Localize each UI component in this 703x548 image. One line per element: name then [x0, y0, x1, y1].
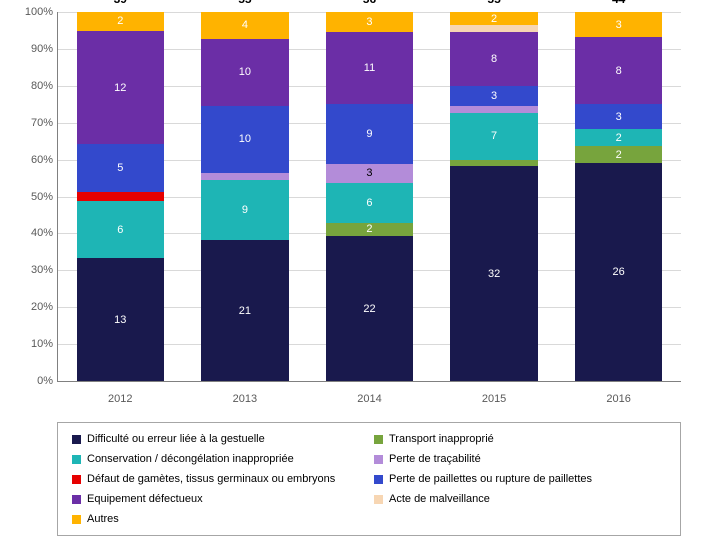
legend-swatch	[72, 455, 81, 464]
legend-swatch	[72, 495, 81, 504]
bar-segment	[77, 192, 164, 201]
stacked-bar-chart: 0%10%20%30%40%50%60%70%80%90%100%3921256…	[57, 12, 681, 382]
x-tick-label: 2012	[77, 393, 164, 405]
bar-segment: 9	[326, 104, 413, 163]
bar-segment: 2	[450, 12, 537, 25]
bar-segment: 3	[575, 12, 662, 37]
bar-segment	[201, 173, 288, 180]
bar-segment: 2	[77, 12, 164, 31]
bar-segment: 10	[201, 39, 288, 106]
bar-segment	[450, 106, 537, 113]
bar-segment: 8	[575, 37, 662, 104]
y-tick-label: 50%	[18, 191, 53, 203]
bar-segment: 2	[575, 146, 662, 163]
bar-segment: 6	[77, 201, 164, 258]
bar-segment: 22	[326, 236, 413, 381]
bar-segment: 2	[326, 223, 413, 236]
legend-label: Perte de paillettes ou rupture de paille…	[389, 473, 592, 485]
legend-swatch	[374, 495, 383, 504]
legend-swatch	[374, 455, 383, 464]
y-tick-label: 90%	[18, 43, 53, 55]
bar-total-label: 39	[114, 0, 127, 6]
legend-item: Autres	[72, 513, 364, 525]
x-tick-label: 2014	[326, 393, 413, 405]
bar-column: 552837322015	[450, 12, 537, 381]
bars-container: 3921256132012554101092120135631193622220…	[58, 12, 681, 381]
bar-segment: 4	[201, 12, 288, 39]
y-tick-label: 70%	[18, 117, 53, 129]
legend-swatch	[374, 435, 383, 444]
bar-column: 563119362222014	[326, 12, 413, 381]
legend-label: Difficulté ou erreur liée à la gestuelle	[87, 433, 265, 445]
bar-total-label: 56	[363, 0, 376, 6]
legend-swatch	[72, 475, 81, 484]
legend-label: Autres	[87, 513, 119, 525]
y-tick-label: 10%	[18, 338, 53, 350]
legend-item: Difficulté ou erreur liée à la gestuelle	[72, 433, 364, 445]
bar-segment: 8	[450, 32, 537, 86]
bar-total-label: 55	[238, 0, 251, 6]
legend-swatch	[374, 475, 383, 484]
bar-segment: 21	[201, 240, 288, 381]
bar-segment: 11	[326, 32, 413, 104]
y-tick-label: 0%	[18, 375, 53, 387]
bar-total-label: 55	[487, 0, 500, 6]
x-tick-label: 2013	[201, 393, 288, 405]
bar-segment: 13	[77, 258, 164, 381]
bar-segment: 3	[450, 86, 537, 106]
chart-legend: Difficulté ou erreur liée à la gestuelle…	[57, 422, 681, 536]
bar-segment: 2	[575, 129, 662, 146]
y-tick-label: 60%	[18, 154, 53, 166]
legend-item: Défaut de gamètes, tissus germinaux ou e…	[72, 473, 364, 485]
bar-segment: 9	[201, 180, 288, 240]
bar-segment: 3	[326, 12, 413, 32]
y-tick-label: 30%	[18, 264, 53, 276]
bar-segment: 10	[201, 106, 288, 173]
legend-swatch	[72, 515, 81, 524]
legend-label: Défaut de gamètes, tissus germinaux ou e…	[87, 473, 335, 485]
bar-segment: 32	[450, 166, 537, 381]
bar-segment: 3	[326, 164, 413, 184]
y-tick-label: 100%	[18, 6, 53, 18]
x-tick-label: 2015	[450, 393, 537, 405]
bar-segment	[450, 25, 537, 32]
legend-label: Acte de malveillance	[389, 493, 490, 505]
y-tick-label: 20%	[18, 301, 53, 313]
legend-label: Transport inapproprié	[389, 433, 494, 445]
bar-total-label: 44	[612, 0, 625, 6]
bar-segment: 6	[326, 183, 413, 223]
legend-label: Conservation / décongélation inapproprié…	[87, 453, 294, 465]
legend-label: Equipement défectueux	[87, 493, 203, 505]
legend-item: Acte de malveillance	[374, 493, 666, 505]
legend-item: Perte de paillettes ou rupture de paille…	[374, 473, 666, 485]
bar-column: 55410109212013	[201, 12, 288, 381]
legend-label: Perte de traçabilité	[389, 453, 481, 465]
legend-item: Conservation / décongélation inapproprié…	[72, 453, 364, 465]
bar-column: 3921256132012	[77, 12, 164, 381]
bar-segment: 12	[77, 31, 164, 145]
bar-segment: 7	[450, 113, 537, 160]
y-tick-label: 40%	[18, 227, 53, 239]
bar-segment	[450, 160, 537, 167]
legend-item: Transport inapproprié	[374, 433, 666, 445]
x-tick-label: 2016	[575, 393, 662, 405]
bar-segment: 26	[575, 163, 662, 381]
bar-column: 4438322262016	[575, 12, 662, 381]
bar-segment: 3	[575, 104, 662, 129]
bar-segment: 5	[77, 144, 164, 191]
y-tick-label: 80%	[18, 80, 53, 92]
legend-item: Perte de traçabilité	[374, 453, 666, 465]
legend-item: Equipement défectueux	[72, 493, 364, 505]
legend-swatch	[72, 435, 81, 444]
